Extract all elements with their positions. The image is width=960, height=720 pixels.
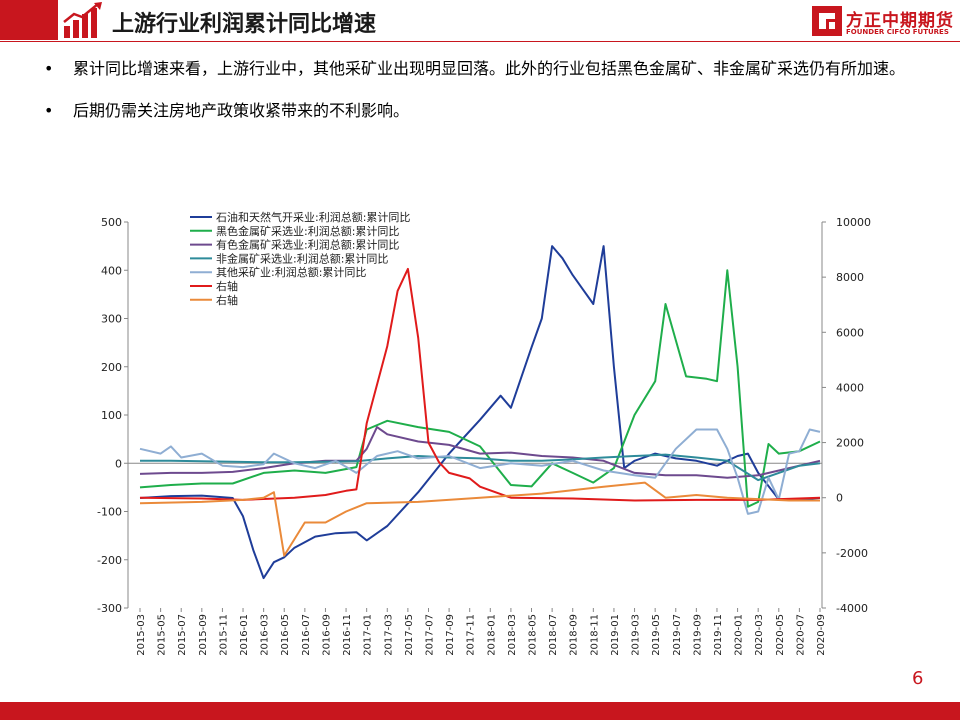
bullet-marker: • [44, 59, 54, 78]
bullet-item: • 累计同比增速来看，上游行业中，其他采矿业出现明显回落。此外的行业包括黑色金属… [40, 54, 930, 84]
x-tick-label: 2016-01 [239, 614, 250, 656]
bullet-text: 后期仍需关注房地产政策收紧带来的不利影响。 [73, 101, 410, 120]
x-tick-label: 2019-03 [631, 614, 642, 656]
series-line [139, 426, 821, 479]
x-tick-label: 2018-09 [569, 614, 580, 656]
legend-label: 其他采矿业:利润总额:累计同比 [216, 265, 366, 279]
left-y-tick-label: -300 [97, 602, 122, 615]
series-line [139, 269, 821, 508]
x-tick-label: 2017-11 [466, 614, 477, 656]
x-tick-label: 2020-01 [734, 614, 745, 656]
header-accent-bar [0, 0, 58, 40]
x-tick-label: 2019-09 [692, 614, 703, 656]
right-y-tick-label: -4000 [836, 602, 868, 615]
legend-label: 右轴 [216, 279, 238, 293]
x-tick-label: 2019-07 [672, 614, 683, 656]
series-line [139, 481, 820, 557]
x-tick-label: 2020-05 [775, 614, 786, 656]
profit-growth-line-chart: -300 -200 -100 0 100 200 300 400 500 -4000 -2000 0 2… [97, 210, 871, 656]
legend-label: 石油和天然气开采业:利润总额:累计同比 [216, 210, 410, 224]
x-tick-label: 2015-03 [136, 614, 147, 656]
logo-mark-icon [812, 6, 842, 36]
series-line [139, 428, 821, 515]
x-tick-label: 2017-03 [383, 614, 394, 656]
right-y-tick-label: 8000 [836, 271, 864, 284]
left-y-tick-label: 200 [101, 361, 122, 374]
series-line [139, 245, 821, 580]
x-tick-label: 2015-09 [198, 614, 209, 656]
bullet-text: 累计同比增速来看，上游行业中，其他采矿业出现明显回落。此外的行业包括黑色金属矿、… [73, 59, 906, 78]
legend-label: 有色金属矿采选业:利润总额:累计同比 [216, 238, 399, 252]
x-tick-label: 2015-07 [177, 614, 188, 656]
x-tick-label: 2015-11 [218, 614, 229, 656]
x-tick-label: 2016-05 [280, 614, 291, 656]
left-y-tick-label: 0 [115, 457, 122, 470]
page-title: 上游行业利润累计同比增速 [112, 12, 377, 37]
legend-label: 右轴 [216, 293, 238, 307]
left-y-tick-label: 400 [101, 264, 122, 277]
left-y-tick-label: 100 [101, 409, 122, 422]
x-tick-label: 2020-03 [754, 614, 765, 656]
x-tick-label: 2016-07 [301, 614, 312, 656]
left-y-tick-label: 300 [101, 313, 122, 326]
x-tick-label: 2018-11 [589, 614, 600, 656]
right-y-tick-label: 6000 [836, 326, 864, 339]
page-number: 6 [912, 668, 924, 689]
x-tick-label: 2018-03 [507, 614, 518, 656]
logo-chinese-name: 方正中期期货 [846, 11, 954, 31]
x-tick-label: 2020-07 [795, 614, 806, 656]
x-tick-label: 2019-01 [610, 614, 621, 656]
x-tick-label: 2018-05 [528, 614, 539, 656]
right-y-tick-label: 10000 [836, 216, 871, 229]
right-y-tick-label: 4000 [836, 381, 864, 394]
legend-label: 非金属矿采选业:利润总额:累计同比 [216, 251, 388, 265]
x-tick-label: 2019-11 [713, 614, 724, 656]
series-line [139, 267, 821, 502]
right-y-tick-label: 0 [836, 492, 843, 505]
company-logo: 方正中期期货 FOUNDER CIFCO FUTURES [812, 6, 954, 38]
x-tick-label: 2016-11 [342, 614, 353, 656]
x-tick-label: 2018-07 [548, 614, 559, 656]
x-tick-label: 2016-09 [321, 614, 332, 656]
bullet-marker: • [44, 101, 54, 120]
x-tick-label: 2017-09 [445, 614, 456, 656]
x-tick-label: 2017-05 [404, 614, 415, 656]
x-tick-label: 2018-01 [486, 614, 497, 656]
left-y-tick-label: 500 [101, 216, 122, 229]
x-tick-label: 2016-03 [260, 614, 271, 656]
x-tick-label: 2017-07 [424, 614, 435, 656]
left-y-tick-label: -200 [97, 554, 122, 567]
x-tick-label: 2020-09 [816, 614, 827, 656]
bullet-item: • 后期仍需关注房地产政策收紧带来的不利影响。 [40, 96, 930, 126]
title-divider [0, 41, 960, 42]
legend-label: 黑色金属矿采选业:利润总额:累计同比 [216, 224, 399, 238]
bar-chart-growth-icon [63, 2, 102, 38]
x-tick-label: 2017-01 [363, 614, 374, 656]
logo-english-name: FOUNDER CIFCO FUTURES [846, 28, 949, 36]
bullet-list: • 累计同比增速来看，上游行业中，其他采矿业出现明显回落。此外的行业包括黑色金属… [40, 54, 930, 138]
right-y-tick-label: 2000 [836, 437, 864, 450]
left-y-tick-label: -100 [97, 506, 122, 519]
x-tick-label: 2015-05 [157, 614, 168, 656]
x-tick-label: 2019-05 [651, 614, 662, 656]
footer-bar [0, 702, 960, 720]
right-y-tick-label: -2000 [836, 547, 868, 560]
